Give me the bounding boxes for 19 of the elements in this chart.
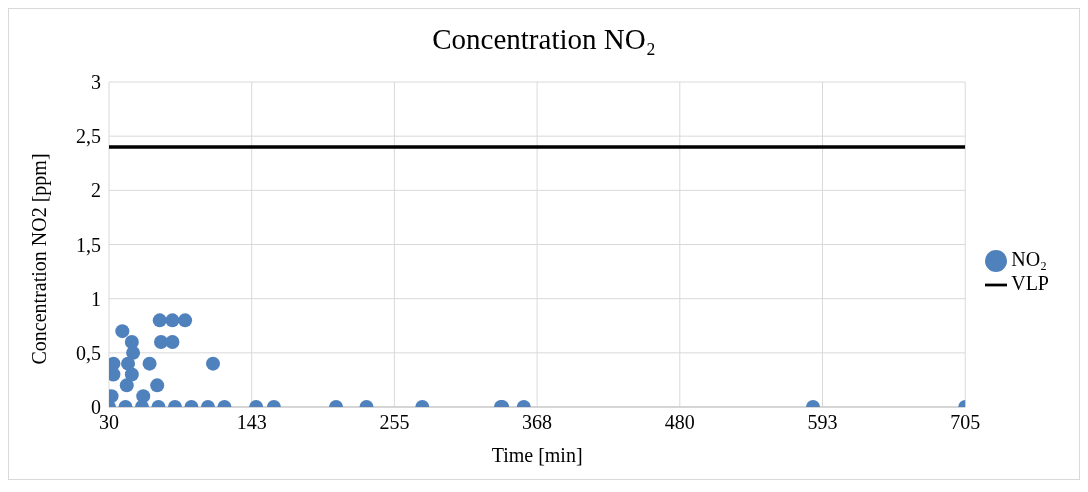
x-tick-label: 705 (950, 411, 981, 434)
y-tick-label: 2 (91, 179, 101, 202)
y-tick-label: 0 (91, 396, 101, 419)
legend-label: NO₂ (1011, 247, 1048, 270)
x-tick-label: 30 (99, 411, 119, 434)
x-tick-label: 255 (379, 411, 410, 434)
x-tick-label: 143 (236, 411, 267, 434)
y-axis-title: Concentration NO2 [ppm] (28, 153, 52, 365)
chart-title: Concentration NO₂ (431, 23, 657, 57)
x-tick-label: 480 (664, 411, 695, 434)
y-tick-label: 1,5 (76, 233, 101, 256)
x-axis-title: Time [min] (491, 444, 583, 466)
x-tick-label: 593 (807, 411, 838, 434)
y-tick-label: 1 (91, 287, 101, 310)
y-tick-label: 0,5 (76, 341, 101, 364)
x-tick-label: 368 (522, 411, 553, 434)
legend-label: VLP (1011, 272, 1049, 294)
y-tick-label: 2,5 (76, 125, 101, 148)
y-tick-label: 3 (91, 71, 101, 94)
